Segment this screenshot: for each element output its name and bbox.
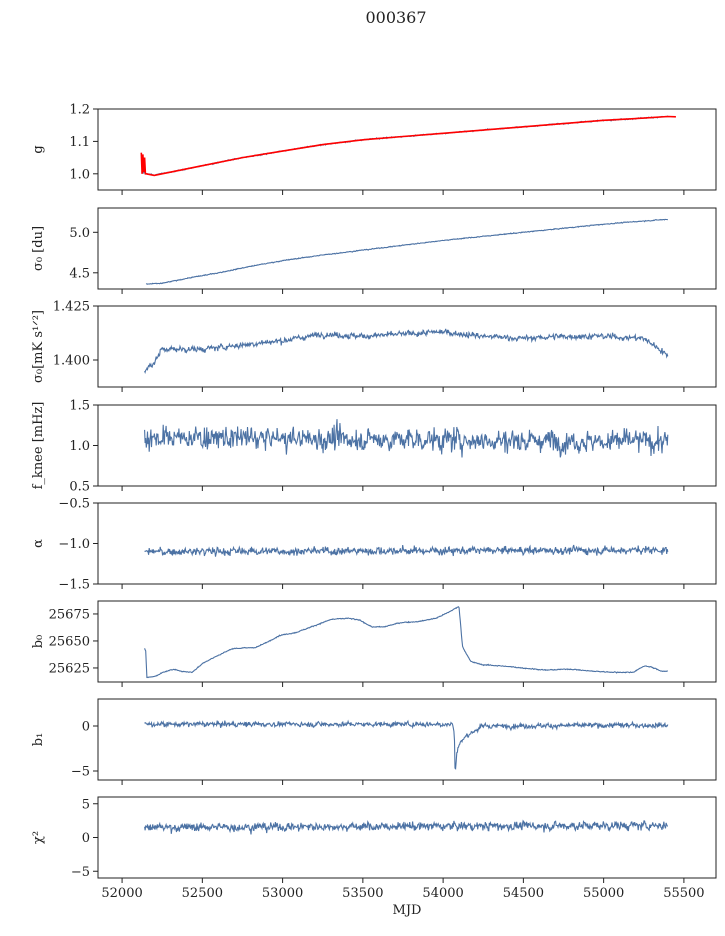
- x-tick-label: 53000: [262, 886, 303, 901]
- y-tick-label: 1.0: [69, 439, 90, 454]
- series-line-1: [144, 328, 669, 375]
- figure-title: 000367: [365, 8, 426, 27]
- subplot-3: 1.400 1.425 σ₀[mK s¹ᐟ²]: [31, 300, 717, 392]
- y-axis-label: g: [31, 145, 46, 153]
- y-tick-label: 1.5: [69, 399, 90, 414]
- y-axis-label: α: [31, 539, 46, 548]
- series-group: [144, 544, 669, 557]
- y-axis-label: f_knee [mHz]: [31, 402, 46, 490]
- y-tick-label: 1.0: [69, 167, 90, 182]
- axes-frame: [97, 207, 717, 290]
- series-line-1: [144, 544, 669, 557]
- y-tick-label: 4.5: [69, 266, 90, 281]
- subplot-2: 4.5 5.0 σ₀ [du]: [31, 207, 717, 294]
- subplot-7: −5 0 b₁: [31, 698, 717, 785]
- y-axis-label: χ²: [31, 831, 46, 844]
- x-axis-label: MJD: [393, 903, 422, 918]
- x-tick-label: 52000: [101, 886, 142, 901]
- y-axis-label: σ₀ [du]: [31, 226, 46, 271]
- y-tick-label: −1.0: [58, 537, 90, 552]
- y-tick-label: 1.425: [53, 300, 90, 315]
- subplot-stack: 1.0 1.1 1.2 g 4.5 5.0 σ₀ [du] 1.400 1.425 σ₀[mK s…: [31, 103, 717, 918]
- y-tick-label: 0: [82, 720, 90, 735]
- axes-frame: [97, 305, 717, 388]
- y-axis-label: b₁: [31, 733, 46, 747]
- x-tick-label: 55000: [583, 886, 624, 901]
- y-tick-label: −5: [71, 765, 90, 780]
- y-tick-label: 0.5: [69, 480, 90, 495]
- subplot-1: 1.0 1.1 1.2 g: [31, 103, 717, 195]
- y-tick-label: 25675: [49, 607, 90, 622]
- subplot-8: −5 0 5 52000 52500 53000 53500 54000 54500 55000 5…: [31, 796, 717, 918]
- y-axis-label: σ₀[mK s¹ᐟ²]: [31, 310, 46, 383]
- overlay-line: [140, 115, 676, 177]
- series-group: [144, 819, 669, 835]
- x-tick-label: 54000: [422, 886, 463, 901]
- y-tick-label: 0: [82, 831, 90, 846]
- y-tick-label: 1.2: [69, 103, 90, 118]
- y-tick-label: 25650: [49, 634, 90, 649]
- y-tick-label: −5: [71, 865, 90, 880]
- y-tick-label: 5.0: [69, 226, 90, 241]
- x-tick-label: 54500: [503, 886, 544, 901]
- series-group: [145, 218, 669, 285]
- series-group: [144, 328, 669, 375]
- y-tick-label: −0.5: [58, 497, 90, 512]
- series-line-1: [144, 719, 669, 770]
- series-line-1: [141, 115, 669, 176]
- subplot-4: 0.5 1.0 1.5 f_knee [mHz]: [31, 399, 717, 495]
- series-line-1: [145, 218, 669, 285]
- series-group: [144, 719, 669, 770]
- y-tick-label: 1.1: [69, 135, 90, 150]
- axes-frame: [97, 502, 717, 585]
- y-tick-label: 1.400: [53, 354, 90, 369]
- x-tick-label: 55500: [663, 886, 704, 901]
- subplot-5: −1.5 −1.0 −0.5 α: [31, 497, 717, 593]
- y-axis-label: b₀: [31, 635, 46, 649]
- y-tick-label: −1.5: [58, 578, 90, 593]
- series-group: [144, 419, 669, 458]
- series-line-1: [144, 606, 669, 679]
- series-group: [140, 115, 676, 177]
- axes-frame: [97, 108, 717, 191]
- y-tick-label: 5: [82, 797, 90, 812]
- axes-frame: [97, 796, 717, 879]
- x-tick-label: 53500: [342, 886, 383, 901]
- series-group: [144, 606, 669, 679]
- axes-frame: [97, 600, 717, 683]
- axes-frame: [97, 698, 717, 781]
- series-line-1: [144, 419, 669, 458]
- x-tick-label: 52500: [182, 886, 223, 901]
- series-line-1: [144, 819, 669, 835]
- y-tick-label: 25625: [49, 661, 90, 676]
- axes-frame: [97, 404, 717, 487]
